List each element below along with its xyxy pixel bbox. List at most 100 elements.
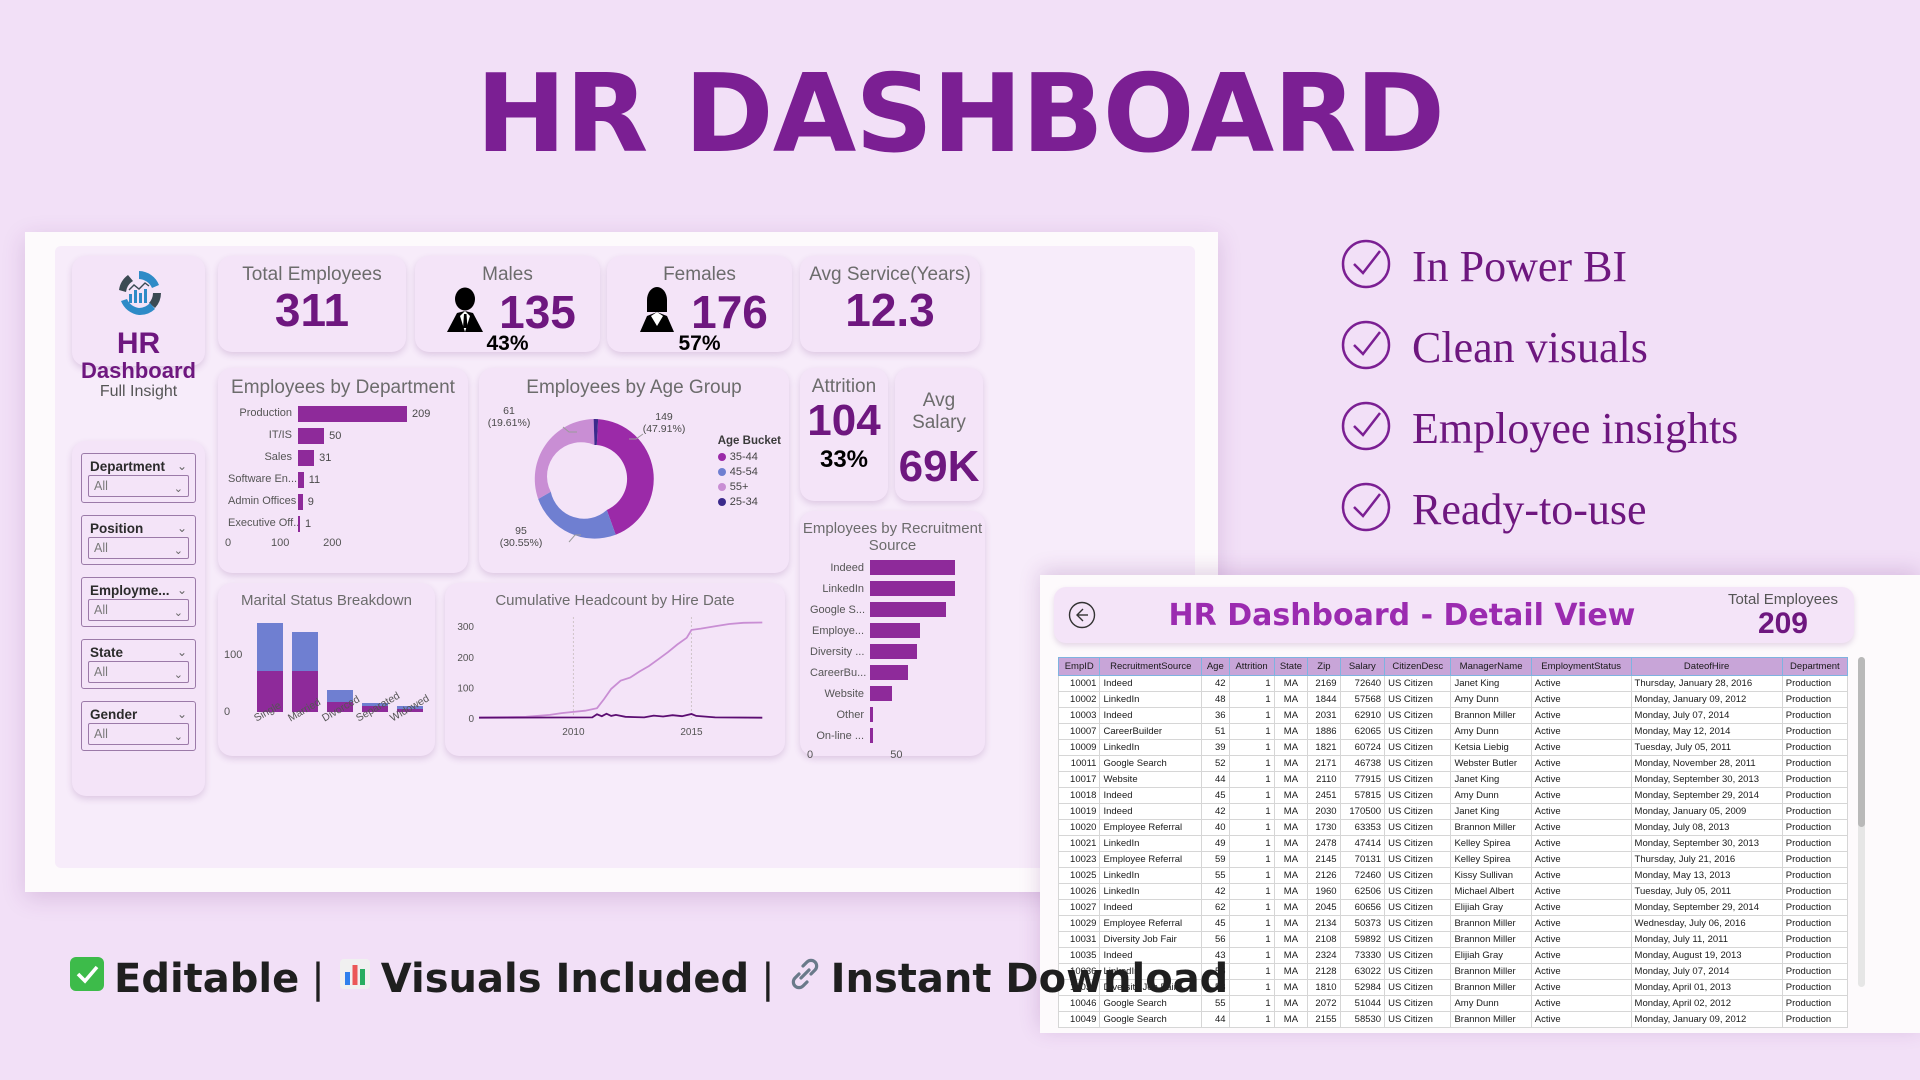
table-row[interactable]: 10002 LinkedIn 48 1 MA 1844 57568 US Citizen Amy…: [1057, 691, 1849, 708]
table-column-header[interactable]: Attrition: [1228, 657, 1275, 676]
table-row[interactable]: 10029 Employee Referral 45 1 MA 2134 50373 US C…: [1057, 915, 1849, 932]
legend-item[interactable]: 55+: [717, 481, 781, 493]
bar-row[interactable]: IT/IS 50: [228, 425, 458, 445]
bar-row[interactable]: Website: [810, 684, 975, 703]
bar-fill[interactable]: [298, 405, 408, 422]
legend-item[interactable]: 45-54: [717, 466, 781, 478]
table-column-header[interactable]: State: [1273, 657, 1309, 676]
stack-segment-lower[interactable]: [256, 670, 283, 712]
table-header-row[interactable]: EmpID RecruitmentSource Age Attrition State Z…: [1057, 657, 1849, 676]
stack-segment-lower[interactable]: [361, 706, 388, 712]
bar-fill[interactable]: [870, 686, 893, 701]
chevron-down-icon[interactable]: ⌄: [173, 545, 183, 557]
filter-value[interactable]: All ⌄: [88, 475, 189, 497]
bar-fill[interactable]: [870, 707, 874, 722]
bar-fill[interactable]: [870, 602, 946, 617]
table-row[interactable]: 10009 LinkedIn 39 1 MA 1821 60724 US Citizen Ket…: [1057, 739, 1849, 756]
table-column-header[interactable]: CitizenDesc: [1384, 657, 1452, 676]
stack-segment-upper[interactable]: [361, 702, 388, 707]
bar-fill[interactable]: [870, 644, 917, 659]
filter-value[interactable]: All ⌄: [88, 599, 189, 621]
bar-fill[interactable]: [870, 560, 955, 575]
table-column-header[interactable]: ManagerName: [1450, 657, 1532, 676]
bar-row[interactable]: Executive Off... 1: [228, 513, 458, 533]
table-row[interactable]: 10036 LinkedIn 56 1 MA 2128 63022 US Citizen Bra…: [1057, 963, 1849, 980]
filter-position[interactable]: Position ⌄ All ⌄: [81, 515, 196, 565]
stacked-bar-column[interactable]: [396, 705, 423, 712]
stacked-bar-column[interactable]: [361, 702, 388, 712]
back-arrow-icon[interactable]: [1068, 601, 1096, 629]
bar-fill[interactable]: [870, 623, 921, 638]
chevron-down-icon[interactable]: ⌄: [176, 459, 187, 473]
table-row[interactable]: 10049 Google Search 44 1 MA 2155 58530 US Citiz…: [1057, 1011, 1849, 1028]
table-row[interactable]: 10007 CareerBuilder 51 1 MA 1886 62065 US Citiz…: [1057, 723, 1849, 740]
table-body[interactable]: 10001 Indeed 42 1 MA 2169 72640 US Citizen Janet…: [1057, 675, 1849, 1028]
table-column-header[interactable]: RecruitmentSource: [1099, 657, 1203, 676]
bar-fill[interactable]: [298, 471, 304, 488]
stacked-bar-column[interactable]: [256, 623, 283, 712]
bar-fill[interactable]: [870, 728, 874, 743]
filter-state[interactable]: State ⌄ All ⌄: [81, 639, 196, 689]
table-row[interactable]: 10018 Indeed 45 1 MA 2451 57815 US Citizen Amy D…: [1057, 787, 1849, 804]
chevron-down-icon[interactable]: ⌄: [173, 483, 183, 495]
filter-value[interactable]: All ⌄: [88, 723, 189, 745]
chevron-down-icon[interactable]: ⌄: [176, 521, 187, 535]
chevron-down-icon[interactable]: ⌄: [176, 707, 187, 721]
stack-segment-upper[interactable]: [396, 705, 423, 710]
filter-value[interactable]: All ⌄: [88, 537, 189, 559]
bar-fill[interactable]: [870, 581, 955, 596]
table-row[interactable]: 10019 Indeed 42 1 MA 2030 170500 US Citizen Jane…: [1057, 803, 1849, 820]
bar-fill[interactable]: [298, 427, 325, 444]
scrollbar-thumb[interactable]: [1858, 657, 1865, 827]
stack-segment-lower[interactable]: [396, 709, 423, 712]
table-row[interactable]: 10031 Diversity Job Fair 56 1 MA 2108 59892 US …: [1057, 931, 1849, 948]
legend-item[interactable]: 25-34: [717, 496, 781, 508]
table-row[interactable]: 10011 Google Search 52 1 MA 2171 46738 US Citiz…: [1057, 755, 1849, 772]
table-row[interactable]: 10046 Google Search 55 1 MA 2072 51044 US Citiz…: [1057, 995, 1849, 1012]
stack-segment-upper[interactable]: [256, 623, 283, 671]
bar-fill[interactable]: [298, 515, 300, 532]
bar-fill[interactable]: [298, 493, 303, 510]
bar-row[interactable]: LinkedIn: [810, 579, 975, 598]
filter-gender[interactable]: Gender ⌄ All ⌄: [81, 701, 196, 751]
table-column-header[interactable]: Zip: [1307, 657, 1341, 676]
filter-department[interactable]: Department ⌄ All ⌄: [81, 453, 196, 503]
bar-row[interactable]: Indeed: [810, 558, 975, 577]
bar-fill[interactable]: [870, 665, 908, 680]
chevron-down-icon[interactable]: ⌄: [173, 669, 183, 681]
bar-row[interactable]: Production 209: [228, 403, 458, 423]
table-column-header[interactable]: EmploymentStatus: [1530, 657, 1632, 676]
table-column-header[interactable]: EmpID: [1057, 657, 1101, 676]
table-row[interactable]: 10037 Diversity Job Fair 58 1 MA 1810 52984 US …: [1057, 979, 1849, 996]
table-column-header[interactable]: Age: [1201, 657, 1230, 676]
table-row[interactable]: 10023 Employee Referral 59 1 MA 2145 70131 US C…: [1057, 851, 1849, 868]
table-column-header[interactable]: Department: [1781, 657, 1849, 676]
filter-employment-status[interactable]: Employme... ⌄ All ⌄: [81, 577, 196, 627]
bar-row[interactable]: Diversity ...: [810, 642, 975, 661]
bar-row[interactable]: On-line ...: [810, 726, 975, 745]
table-column-header[interactable]: Salary: [1339, 657, 1386, 676]
table-row[interactable]: 10020 Employee Referral 40 1 MA 1730 63353 US C…: [1057, 819, 1849, 836]
chevron-down-icon[interactable]: ⌄: [173, 731, 183, 743]
table-row[interactable]: 10021 LinkedIn 49 1 MA 2478 47414 US Citizen Kel…: [1057, 835, 1849, 852]
table-row[interactable]: 10026 LinkedIn 42 1 MA 1960 62506 US Citizen Mic…: [1057, 883, 1849, 900]
stack-segment-lower[interactable]: [291, 670, 318, 712]
chevron-down-icon[interactable]: ⌄: [176, 583, 187, 597]
table-row[interactable]: 10027 Indeed 62 1 MA 2045 60656 US Citizen Eliji…: [1057, 899, 1849, 916]
table-column-header[interactable]: DateofHire: [1630, 657, 1783, 676]
bar-row[interactable]: Google S...: [810, 600, 975, 619]
bar-row[interactable]: Employe...: [810, 621, 975, 640]
bar-fill[interactable]: [298, 449, 315, 466]
filter-value[interactable]: All ⌄: [88, 661, 189, 683]
bar-row[interactable]: Sales 31: [228, 447, 458, 467]
bar-row[interactable]: Admin Offices 9: [228, 491, 458, 511]
table-row[interactable]: 10003 Indeed 36 1 MA 2031 62910 US Citizen Brann…: [1057, 707, 1849, 724]
table-scrollbar[interactable]: [1858, 657, 1865, 987]
stack-segment-lower[interactable]: [326, 701, 353, 712]
table-row[interactable]: 10001 Indeed 42 1 MA 2169 72640 US Citizen Janet…: [1057, 675, 1849, 692]
table-row[interactable]: 10025 LinkedIn 55 1 MA 2126 72460 US Citizen Kis…: [1057, 867, 1849, 884]
table-row[interactable]: 10017 Website 44 1 MA 2110 77915 US Citizen Jane…: [1057, 771, 1849, 788]
chevron-down-icon[interactable]: ⌄: [173, 607, 183, 619]
bar-row[interactable]: Software En... 11: [228, 469, 458, 489]
stacked-bar-column[interactable]: [326, 689, 353, 712]
